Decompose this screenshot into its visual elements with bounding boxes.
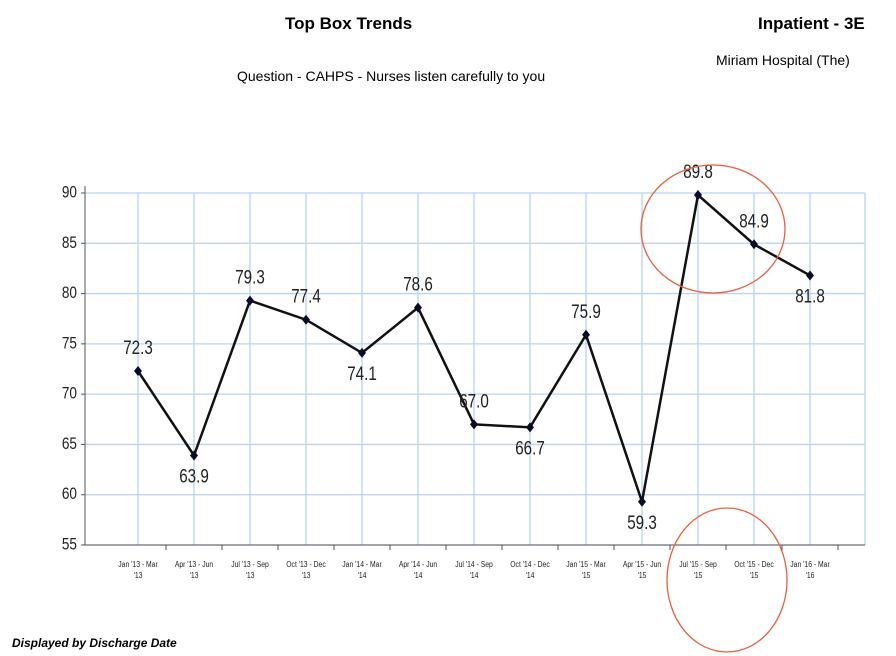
point [806,270,814,281]
y-tick-label: 75 [62,334,77,353]
y-tick-label: 60 [62,485,77,504]
point [526,422,534,433]
data-label: 77.4 [291,285,321,307]
data-label: 81.8 [795,285,825,307]
x-tick-label: Oct '13 - Dec '13 [286,560,326,580]
data-label: 66.7 [515,437,545,459]
point [582,329,590,340]
grid [85,192,866,546]
data-label: 72.3 [123,336,153,358]
x-tick-label: Apr '13 - Jun '13 [174,560,214,580]
data-label: 79.3 [235,266,265,288]
y-tick-label: 90 [62,183,77,202]
data-label: 75.9 [571,300,601,322]
x-tick-label: Oct '15 - Dec '15 [734,560,774,580]
point [750,239,758,250]
data-label: 59.3 [627,511,657,533]
data-label: 63.9 [179,465,209,487]
facility: Miriam Hospital (The) [716,52,850,68]
point [694,190,702,201]
x-tick-label: Jan '13 - Mar '13 [118,560,158,580]
x-tick-label: Jul '15 - Sep '15 [679,560,717,580]
x-tick-label: Oct '14 - Dec '14 [510,560,550,580]
x-tick-label: Jul '14 - Sep '14 [455,560,493,580]
footer: Displayed by Discharge Date [12,636,177,650]
data-label: 89.8 [683,160,713,182]
point [358,347,366,358]
point [190,450,198,461]
x-tick-label: Jan '16 - Mar '16 [790,560,830,580]
chart-title: Top Box Trends [285,14,413,33]
point [638,496,646,507]
y-tick-label: 70 [62,384,77,403]
highlight-circle [640,164,786,294]
y-tick-label: 85 [62,233,77,252]
highlight-circle [666,507,788,653]
y-tick-label: 65 [62,435,77,454]
point [302,314,310,325]
data-label: 74.1 [347,362,377,384]
x-tick-label: Jan '14 - Mar '14 [342,560,382,580]
point [246,295,254,306]
unit-title: Inpatient - 3E [758,14,865,33]
point [470,419,478,430]
data-label: 84.9 [739,210,769,232]
subtitle: Question - CAHPS - Nurses listen careful… [237,68,546,84]
y-tick-label: 55 [62,535,77,554]
x-tick-label: Apr '14 - Jun '14 [398,560,438,580]
x-tick-label: Jan '15 - Mar '15 [566,560,606,580]
x-tick-label: Apr '15 - Jun '15 [622,560,662,580]
point [414,302,422,313]
plot: 72.3 63.9 79.3 77.4 74.1 78.6 67.0 66.7 75.9 59.3… [123,160,825,533]
data-label: 78.6 [403,273,433,295]
x-tick-label: Jul '13 - Sep '13 [231,560,269,580]
data-label: 67.0 [459,390,489,412]
point [134,366,142,377]
y-tick-label: 80 [62,284,77,303]
